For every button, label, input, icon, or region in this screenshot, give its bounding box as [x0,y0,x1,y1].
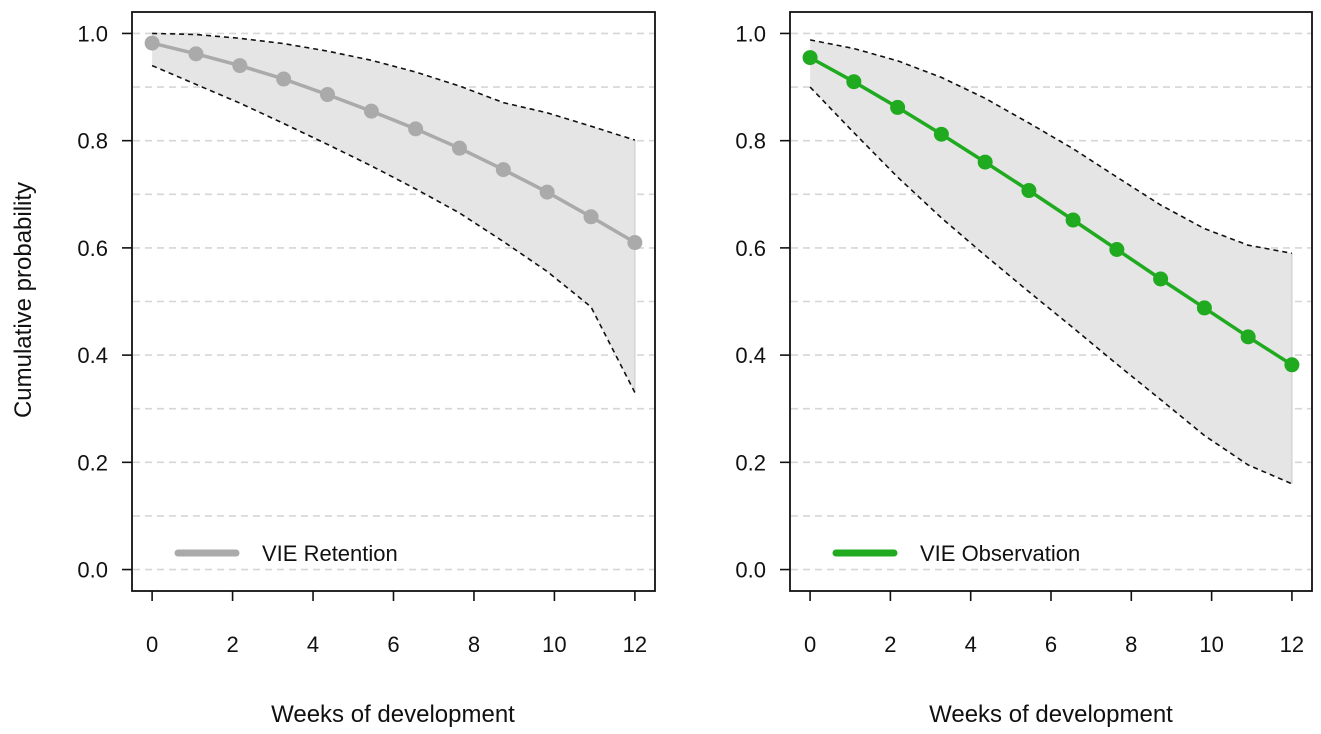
x-tick-label: 8 [1125,632,1137,657]
x-tick-label: 10 [542,632,566,657]
y-tick-label: 0.0 [77,558,108,583]
data-point [890,99,906,115]
series-line [151,41,636,245]
data-point [846,74,862,90]
y-tick-label: 0.6 [77,236,108,261]
y-tick-label: 0.4 [735,343,766,368]
confidence-band [810,39,1292,484]
y-tick-label: 0.0 [735,558,766,583]
x-tick-label: 2 [226,632,238,657]
data-point [1240,329,1256,345]
data-point [276,71,292,87]
data-point [627,235,643,251]
y-tick-label: 0.4 [77,343,108,368]
legend-label: VIE Observation [920,541,1080,566]
x-tick-label: 4 [307,632,319,657]
x-tick-label: 12 [623,632,647,657]
data-point [933,126,949,142]
data-point [539,184,555,200]
x-tick-label: 8 [468,632,480,657]
x-tick-label: 0 [804,632,816,657]
data-point [320,87,336,103]
data-point [583,209,599,225]
x-tick-label: 10 [1199,632,1223,657]
data-point [451,140,467,156]
data-point [144,35,160,51]
lower-bound-line [809,86,1293,485]
data-point [363,103,379,119]
y-tick-label: 0.8 [77,129,108,154]
x-axis-label: Weeks of development [271,701,515,728]
x-tick-label: 12 [1280,632,1304,657]
upper-bound-line [152,32,636,141]
y-tick-label: 0.2 [77,450,108,475]
data-point [188,46,204,62]
data-point [802,50,818,66]
x-tick-label: 6 [1045,632,1057,657]
upper-bound-line [809,39,1293,255]
series-line [809,56,1293,367]
data-point [1284,357,1300,373]
data-point [232,58,248,74]
y-tick-label: 0.6 [735,236,766,261]
data-point [977,154,993,170]
panel-1: 0.0 0.2 0.4 0.6 0.8 1.0 0 2 4 6 8 10 12 Weeks of deve… [77,11,656,728]
data-point [408,121,424,137]
data-point [1021,183,1037,199]
x-axis-label: Weeks of development [929,701,1173,728]
panel-2: 0.0 0.2 0.4 0.6 0.8 1.0 0 2 4 6 8 10 12 Weeks of deve… [735,11,1313,728]
x-tick-label: 4 [965,632,977,657]
data-point [1109,241,1125,257]
y-tick-label: 1.0 [77,21,108,46]
legend-label: VIE Retention [262,541,398,566]
x-tick-label: 0 [146,632,158,657]
x-tick-label: 2 [884,632,896,657]
data-point [495,162,511,178]
data-point [1196,300,1212,316]
y-tick-label: 0.8 [735,129,766,154]
y-tick-label: 0.2 [735,450,766,475]
y-tick-label: 1.0 [735,21,766,46]
data-point [1065,212,1081,228]
data-point [1153,271,1169,287]
confidence-band [152,33,635,393]
y-axis-label: Cumulative probability [10,182,37,418]
x-tick-label: 6 [387,632,399,657]
